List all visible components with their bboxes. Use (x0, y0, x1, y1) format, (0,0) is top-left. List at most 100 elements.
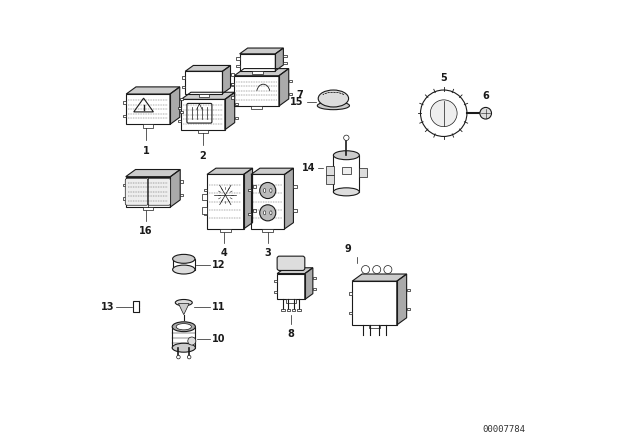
Bar (172, 327, 195, 348)
Circle shape (480, 108, 492, 119)
Bar (287, 309, 290, 311)
Bar (253, 209, 256, 211)
Bar (182, 86, 185, 88)
Bar (284, 62, 287, 64)
Bar (284, 55, 287, 57)
Ellipse shape (264, 189, 266, 193)
Polygon shape (277, 268, 313, 274)
Polygon shape (285, 168, 293, 229)
Bar (235, 103, 238, 105)
Text: 4: 4 (220, 248, 227, 258)
Bar (252, 71, 263, 74)
Bar (180, 181, 183, 183)
Ellipse shape (264, 211, 266, 215)
Bar (230, 83, 234, 86)
Circle shape (260, 205, 276, 221)
Polygon shape (225, 92, 235, 130)
Bar (231, 96, 234, 99)
Bar (369, 325, 380, 328)
Circle shape (344, 135, 349, 141)
Polygon shape (170, 87, 180, 125)
Bar (326, 175, 334, 184)
Bar (349, 292, 352, 294)
Ellipse shape (172, 343, 195, 352)
Polygon shape (352, 274, 406, 281)
Bar (123, 184, 125, 186)
Ellipse shape (173, 265, 195, 274)
Bar (180, 98, 183, 100)
Circle shape (384, 266, 392, 274)
Polygon shape (181, 99, 225, 130)
Bar (289, 80, 292, 82)
Bar (406, 308, 410, 310)
Bar (349, 311, 352, 314)
Bar (252, 106, 262, 109)
Ellipse shape (176, 323, 191, 330)
Bar (178, 120, 181, 122)
Bar (248, 189, 251, 191)
Ellipse shape (172, 322, 195, 332)
Text: 14: 14 (302, 163, 316, 173)
Ellipse shape (318, 90, 349, 107)
Ellipse shape (173, 254, 195, 263)
Polygon shape (239, 48, 284, 54)
FancyBboxPatch shape (277, 256, 305, 271)
Polygon shape (207, 174, 244, 229)
Bar (220, 229, 230, 232)
Polygon shape (275, 48, 284, 71)
Bar (313, 288, 316, 290)
Polygon shape (352, 281, 397, 325)
Bar (359, 168, 367, 177)
Bar (297, 309, 301, 311)
Polygon shape (223, 65, 230, 94)
Text: 11: 11 (211, 302, 225, 312)
Bar (248, 212, 251, 215)
Bar (333, 155, 359, 192)
Text: 13: 13 (101, 302, 115, 312)
Circle shape (372, 266, 381, 274)
Bar (253, 185, 256, 188)
Bar (289, 93, 292, 95)
Bar (281, 309, 285, 311)
Bar (123, 198, 125, 200)
Bar (274, 280, 277, 282)
Ellipse shape (269, 211, 272, 215)
Text: 1: 1 (143, 146, 149, 156)
Polygon shape (207, 168, 253, 174)
Text: 00007784: 00007784 (483, 425, 525, 434)
FancyBboxPatch shape (148, 178, 170, 205)
Ellipse shape (333, 151, 359, 159)
Polygon shape (181, 92, 235, 99)
Bar (143, 207, 154, 210)
Circle shape (430, 100, 457, 127)
Bar (406, 289, 410, 291)
Polygon shape (244, 168, 253, 229)
Text: 6: 6 (483, 91, 489, 101)
Text: 15: 15 (289, 97, 303, 107)
Text: 12: 12 (211, 260, 225, 270)
Bar (342, 167, 351, 174)
Ellipse shape (317, 102, 349, 110)
Bar (202, 194, 207, 200)
Polygon shape (125, 169, 180, 177)
Bar (237, 57, 239, 60)
Ellipse shape (175, 299, 192, 306)
Text: 8: 8 (287, 328, 294, 339)
Bar (123, 101, 126, 103)
Polygon shape (126, 87, 180, 94)
Circle shape (260, 182, 276, 198)
Polygon shape (234, 76, 279, 106)
Text: 2: 2 (200, 151, 206, 161)
Ellipse shape (269, 189, 272, 193)
Polygon shape (397, 274, 406, 325)
Bar (180, 194, 183, 196)
Polygon shape (126, 94, 170, 125)
Polygon shape (125, 177, 170, 207)
Text: 16: 16 (139, 226, 152, 236)
Circle shape (188, 337, 196, 345)
Text: 5: 5 (440, 73, 447, 83)
Bar (202, 207, 207, 214)
Text: 9: 9 (344, 244, 351, 254)
Text: 7: 7 (297, 90, 303, 100)
Bar (198, 130, 209, 133)
